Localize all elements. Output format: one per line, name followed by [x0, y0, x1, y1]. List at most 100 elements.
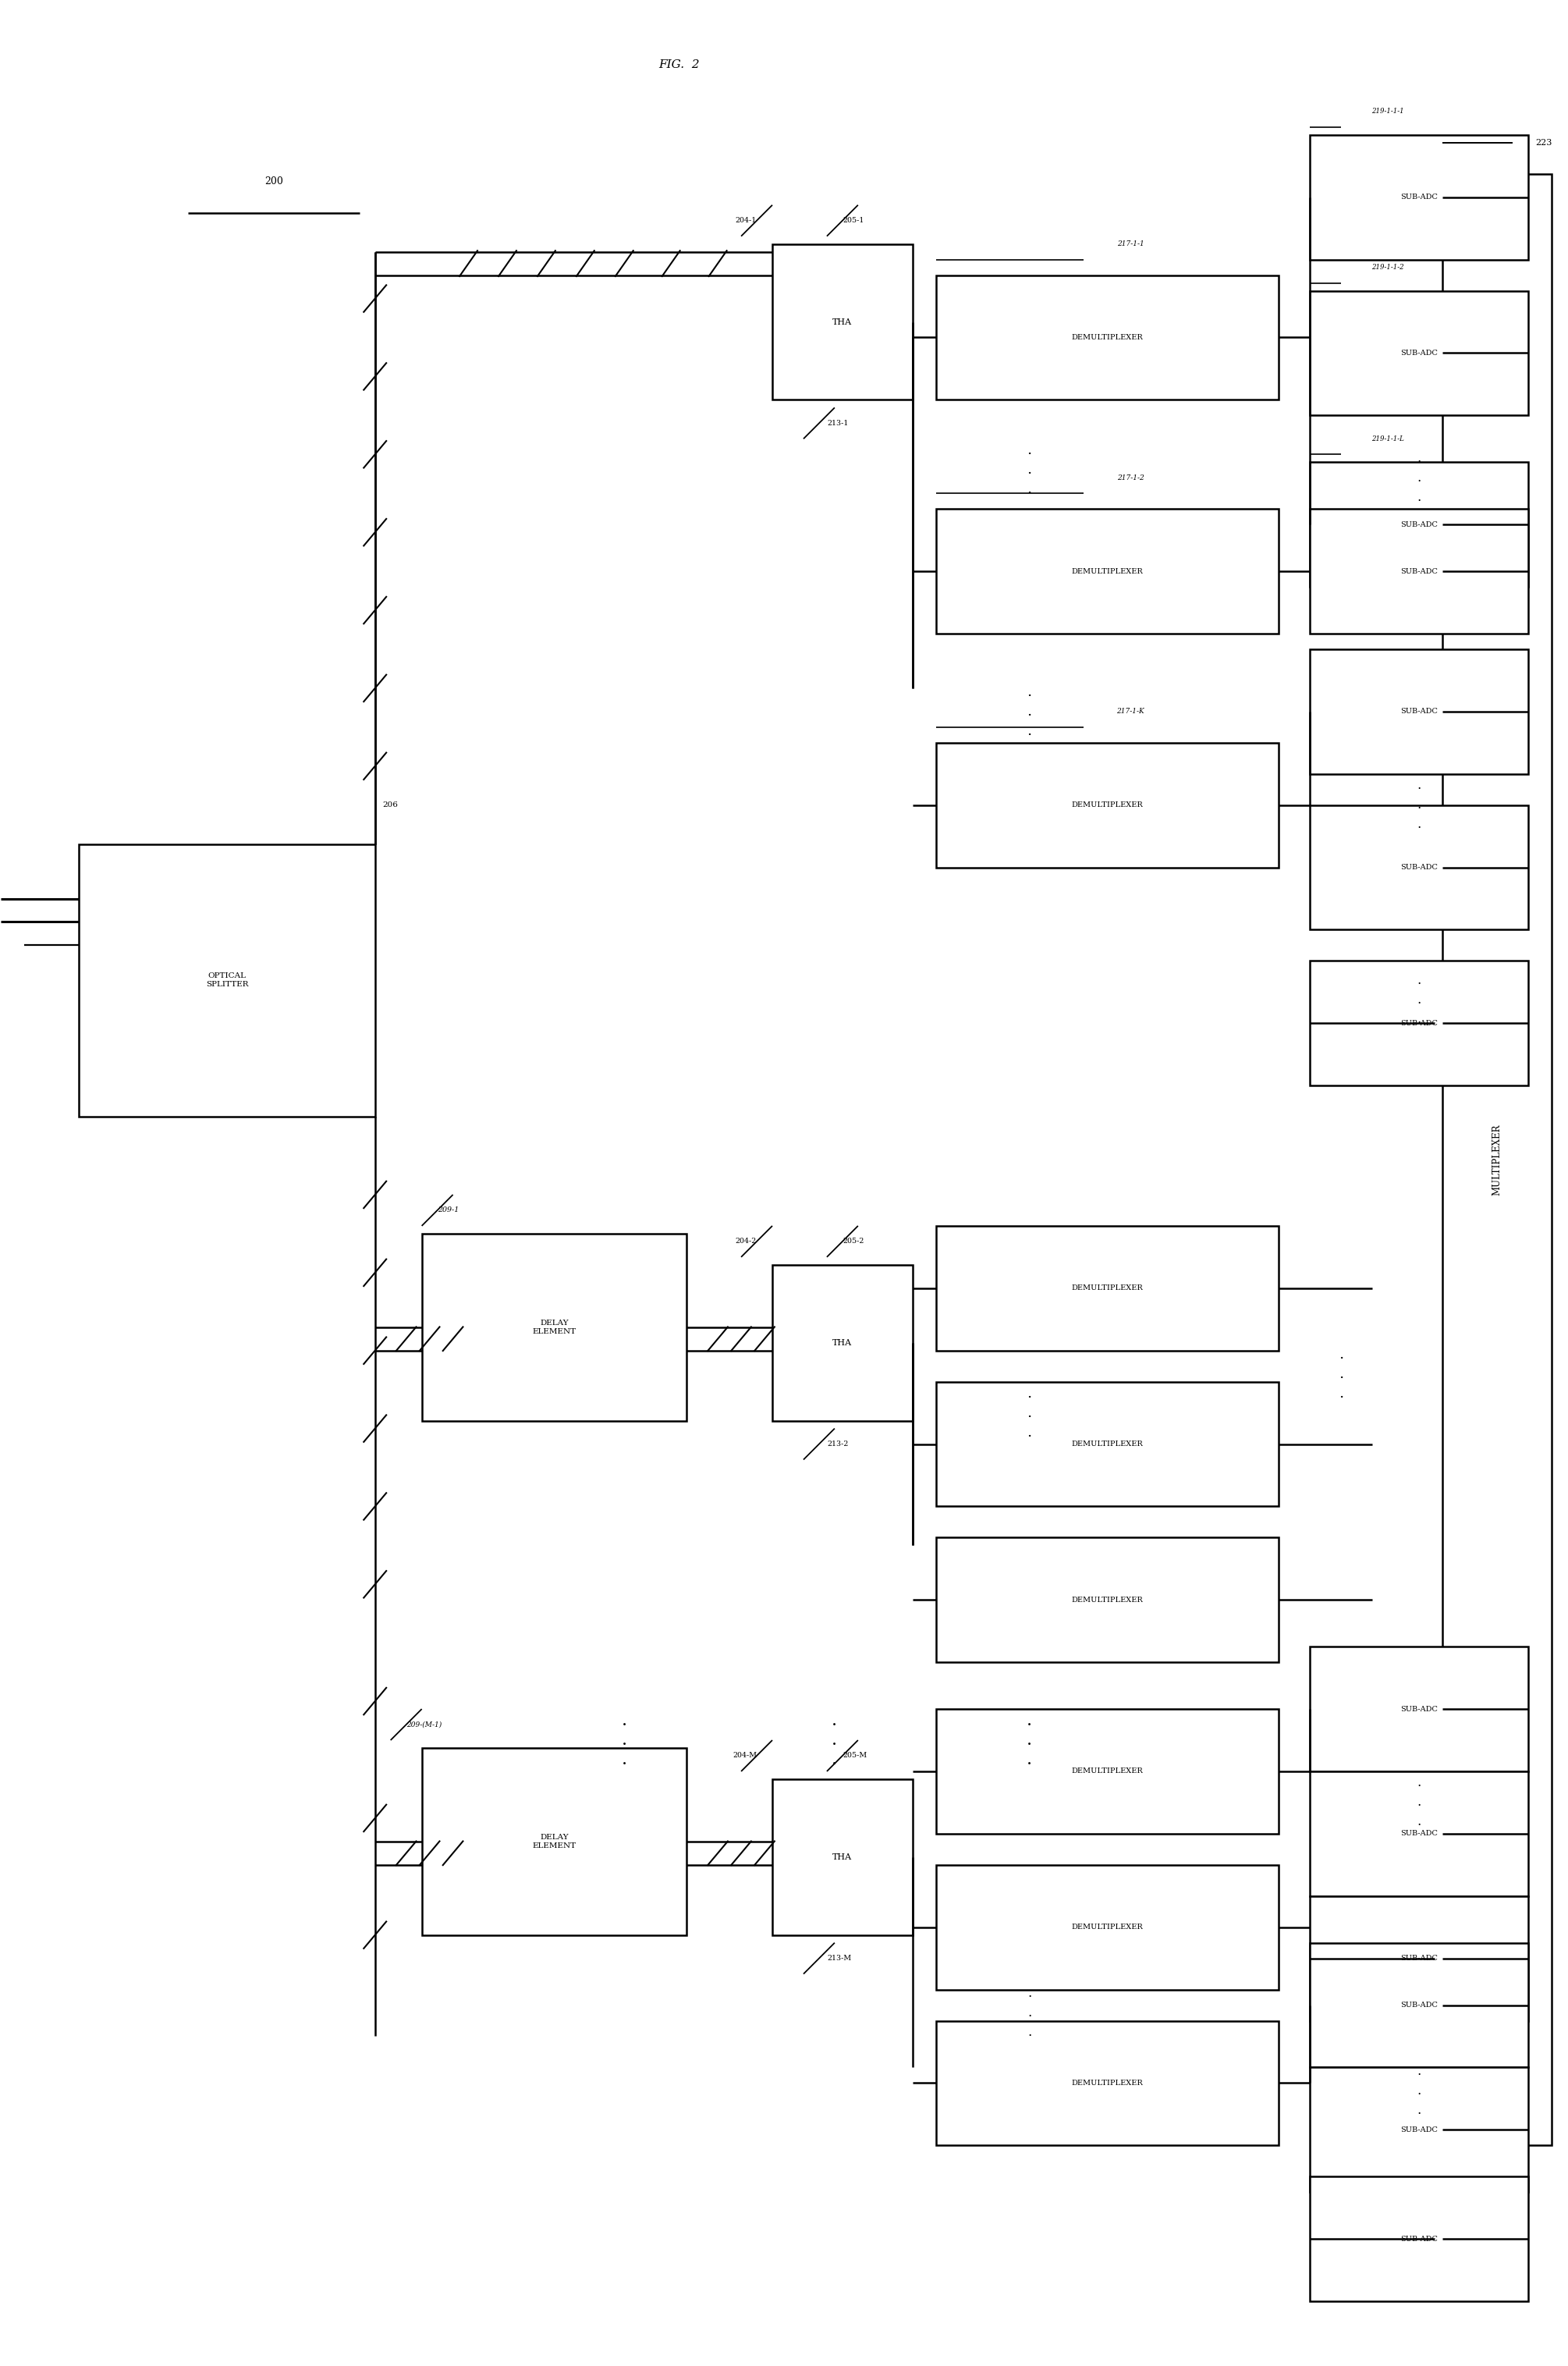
- Text: SUB-ADC: SUB-ADC: [1400, 350, 1438, 357]
- Text: DEMULTIPLEXER: DEMULTIPLEXER: [1071, 568, 1143, 575]
- Text: SUB-ADC: SUB-ADC: [1400, 2002, 1438, 2009]
- Bar: [422, 1233, 687, 1420]
- Text: .: .: [1027, 2025, 1032, 2039]
- Text: .: .: [1027, 1751, 1032, 1767]
- Text: .: .: [1417, 975, 1421, 987]
- Bar: [936, 509, 1278, 634]
- Text: DEMULTIPLEXER: DEMULTIPLEXER: [1071, 1597, 1143, 1604]
- Text: .: .: [833, 1751, 837, 1767]
- Text: SUB-ADC: SUB-ADC: [1400, 2236, 1438, 2243]
- Text: MULTIPLEXER: MULTIPLEXER: [1491, 1124, 1502, 1195]
- Text: 205-2: 205-2: [842, 1237, 864, 1245]
- Bar: [1309, 1942, 1527, 2068]
- Text: .: .: [1417, 1013, 1421, 1027]
- Text: .: .: [1417, 1815, 1421, 1829]
- Text: DEMULTIPLEXER: DEMULTIPLEXER: [1071, 1441, 1143, 1448]
- Text: DEMULTIPLEXER: DEMULTIPLEXER: [1071, 1767, 1143, 1774]
- Text: SUB-ADC: SUB-ADC: [1400, 1706, 1438, 1713]
- Bar: [78, 845, 375, 1117]
- Bar: [773, 1266, 913, 1420]
- Bar: [1309, 804, 1527, 930]
- Text: .: .: [1417, 819, 1421, 830]
- Text: DELAY
ELEMENT: DELAY ELEMENT: [532, 1834, 575, 1850]
- Text: .: .: [833, 1732, 837, 1748]
- Text: .: .: [1417, 994, 1421, 1006]
- Text: .: .: [1027, 2006, 1032, 2021]
- Text: 209-(M-1): 209-(M-1): [406, 1720, 442, 1727]
- Bar: [1443, 173, 1551, 2146]
- Text: .: .: [1027, 705, 1032, 719]
- Text: THA: THA: [833, 317, 853, 327]
- Text: .: .: [1027, 442, 1032, 457]
- Text: .: .: [1339, 1386, 1344, 1401]
- Bar: [1309, 2177, 1527, 2302]
- Text: .: .: [1027, 1405, 1032, 1420]
- Bar: [936, 2021, 1278, 2146]
- Text: SUB-ADC: SUB-ADC: [1400, 2127, 1438, 2134]
- Text: SUB-ADC: SUB-ADC: [1400, 521, 1438, 528]
- Text: SUB-ADC: SUB-ADC: [1400, 1954, 1438, 1961]
- Text: 217-1-K: 217-1-K: [1116, 707, 1145, 715]
- Bar: [1309, 1895, 1527, 2021]
- Bar: [1309, 291, 1527, 416]
- Text: 217-1-1: 217-1-1: [1116, 241, 1145, 248]
- Text: .: .: [1417, 2103, 1421, 2118]
- Text: THA: THA: [833, 1339, 853, 1346]
- Text: 213-M: 213-M: [826, 1954, 851, 1961]
- Text: .: .: [1027, 1732, 1032, 1748]
- Text: SUB-ADC: SUB-ADC: [1400, 1831, 1438, 1836]
- Bar: [1309, 509, 1527, 634]
- Text: .: .: [1417, 2066, 1421, 2077]
- Text: .: .: [1417, 471, 1421, 485]
- Text: .: .: [1027, 686, 1032, 698]
- Text: FIG.  2: FIG. 2: [659, 59, 699, 71]
- Text: .: .: [1339, 1368, 1344, 1382]
- Text: 204-2: 204-2: [735, 1237, 757, 1245]
- Text: 213-2: 213-2: [826, 1441, 848, 1448]
- Text: SUB-ADC: SUB-ADC: [1400, 864, 1438, 871]
- Text: .: .: [833, 1713, 837, 1730]
- Text: SUB-ADC: SUB-ADC: [1400, 707, 1438, 715]
- Text: .: .: [1027, 1424, 1032, 1439]
- Text: SUB-ADC: SUB-ADC: [1400, 568, 1438, 575]
- Text: .: .: [1417, 490, 1421, 504]
- Text: .: .: [1027, 1987, 1032, 1999]
- Text: 209-1: 209-1: [437, 1207, 458, 1214]
- Text: .: .: [1027, 1713, 1032, 1730]
- Text: .: .: [1417, 1777, 1421, 1789]
- Text: OPTICAL
SPLITTER: OPTICAL SPLITTER: [205, 972, 248, 989]
- Text: .: .: [1027, 464, 1032, 478]
- Bar: [1309, 1647, 1527, 1772]
- Text: .: .: [1417, 452, 1421, 464]
- Bar: [1309, 1772, 1527, 1895]
- Bar: [1309, 961, 1527, 1086]
- Text: DEMULTIPLEXER: DEMULTIPLEXER: [1071, 1285, 1143, 1292]
- Text: DELAY
ELEMENT: DELAY ELEMENT: [532, 1320, 575, 1334]
- Bar: [773, 1779, 913, 1935]
- Bar: [936, 743, 1278, 868]
- Bar: [936, 1226, 1278, 1351]
- Bar: [1309, 135, 1527, 260]
- Bar: [1309, 648, 1527, 774]
- Text: DEMULTIPLEXER: DEMULTIPLEXER: [1071, 2080, 1143, 2087]
- Bar: [1309, 2068, 1527, 2193]
- Text: .: .: [1339, 1346, 1344, 1360]
- Text: 206: 206: [383, 802, 398, 809]
- Text: .: .: [1417, 778, 1421, 793]
- Text: .: .: [1417, 797, 1421, 812]
- Text: .: .: [1417, 1796, 1421, 1810]
- Text: DEMULTIPLEXER: DEMULTIPLEXER: [1071, 1924, 1143, 1931]
- Text: DEMULTIPLEXER: DEMULTIPLEXER: [1071, 802, 1143, 809]
- Text: 200: 200: [265, 177, 284, 187]
- Text: DEMULTIPLEXER: DEMULTIPLEXER: [1071, 334, 1143, 341]
- Text: .: .: [1027, 724, 1032, 738]
- Text: 204-1: 204-1: [735, 218, 757, 225]
- Text: 219-1-1-1: 219-1-1-1: [1372, 109, 1403, 116]
- Text: .: .: [621, 1713, 627, 1730]
- Text: 205-M: 205-M: [842, 1753, 867, 1760]
- Text: 219-1-1-L: 219-1-1-L: [1372, 435, 1403, 442]
- Text: .: .: [621, 1751, 627, 1767]
- Text: .: .: [1027, 483, 1032, 497]
- Bar: [936, 1708, 1278, 1834]
- Bar: [1309, 461, 1527, 587]
